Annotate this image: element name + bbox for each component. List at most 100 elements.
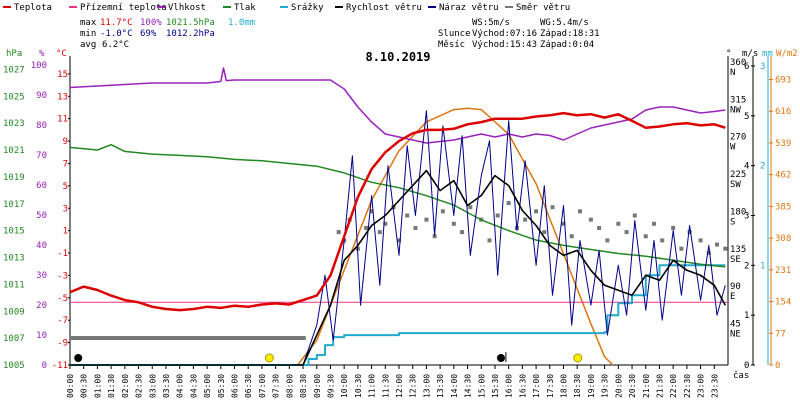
time-tick-label: 22:00 — [669, 374, 678, 398]
pct-tick-label: 90 — [36, 91, 47, 101]
dir-tick-degree: 315 — [730, 95, 746, 105]
stats-max-press: 1021.5hPa — [166, 18, 215, 28]
stats-min-temp: -1.0°C — [100, 29, 133, 39]
pct-tick-label: 40 — [36, 241, 47, 251]
hpa-tick-label: 1027 — [3, 65, 25, 75]
time-tick-label: 15:00 — [477, 374, 486, 398]
time-tick-label: 17:00 — [532, 374, 541, 398]
ms-tick-label: 0 — [744, 361, 749, 371]
wind-dir-point-29 — [577, 209, 582, 214]
degc-axis-title: °C — [56, 49, 67, 59]
stats-min-press: 1012.2hPa — [166, 29, 215, 39]
sun-set: Západ:18:31 — [540, 29, 600, 39]
dir-tick-compass: W — [730, 143, 736, 153]
wind-dir-point-15 — [451, 221, 456, 226]
mm-tick-label: 3 — [760, 62, 765, 72]
wind-dir-point-5 — [369, 209, 374, 214]
time-tick-label: 00:30 — [80, 374, 89, 398]
dir-tick-compass: SE — [730, 255, 741, 265]
pct-tick-label: 30 — [36, 271, 47, 281]
series-line-4 — [70, 264, 726, 366]
wind-dir-point-23 — [523, 217, 528, 222]
dir-tick-degree: 360 — [730, 58, 746, 68]
time-tick-label: 06:00 — [231, 374, 240, 398]
dir-tick-degree: 45 — [730, 320, 741, 330]
series-line-8 — [297, 107, 614, 366]
legend-label-4: Srážky — [291, 3, 324, 13]
time-tick-label: 21:00 — [642, 374, 651, 398]
degc-tick-label: -3 — [57, 271, 68, 281]
wind-speed-info: WS:5m/s — [472, 18, 510, 28]
time-tick-label: 22:30 — [683, 374, 692, 398]
dir-tick-compass: NW — [730, 105, 741, 115]
wind-dir-point-36 — [643, 234, 648, 239]
stats-max-rain: 1.0mm — [228, 18, 255, 28]
legend-label-7: Směr větru — [516, 3, 570, 13]
wind-dir-point-34 — [624, 230, 629, 235]
wm2-tick-label: 0 — [775, 361, 780, 371]
stats-avg-label: avg — [80, 40, 96, 50]
mm-axis-title: mm — [762, 49, 773, 59]
stats-block: max 11.7°C 100% 1021.5hPa 1.0mm min -1.0… — [80, 18, 255, 50]
time-tick-label: 09:30 — [326, 374, 335, 398]
time-tick-label: 10:00 — [340, 374, 349, 398]
wind-dir-point-9 — [397, 238, 401, 243]
dir-tick-degree: 180 — [730, 207, 746, 217]
time-tick-label: 10:30 — [354, 374, 363, 398]
stats-max-hum: 100% — [140, 18, 162, 28]
wind-dir-point-21 — [506, 201, 511, 206]
hpa-tick-label: 1013 — [3, 254, 25, 264]
hpa-tick-label: 1025 — [3, 92, 25, 102]
wind-dir-point-28 — [569, 234, 574, 239]
ms-tick-label: 1 — [744, 311, 749, 321]
time-tick-label: 02:30 — [135, 374, 144, 398]
dir-tick-degree: 90 — [730, 282, 741, 292]
dir-tick-degree: 270 — [730, 133, 746, 143]
time-axis-title: čas — [733, 370, 749, 381]
time-tick-label: 00:00 — [66, 374, 75, 398]
moon-label: Měsíc — [438, 40, 465, 50]
wind-dir-point-27 — [561, 221, 566, 226]
wm2-tick-label: 462 — [775, 171, 791, 181]
wind-dir-point-33 — [616, 221, 621, 226]
stats-avg-temp: 6.2°C — [102, 40, 129, 50]
ms-tick-label: 5 — [744, 112, 749, 122]
legend-label-3: Tlak — [234, 3, 256, 13]
moon-set: Západ:0:04 — [540, 40, 594, 50]
wind-dir-point-0 — [336, 230, 341, 235]
wind-dir-point-32 — [605, 238, 610, 243]
moonset-marker — [74, 354, 83, 362]
moon-rise: Východ:15:43 — [472, 40, 537, 50]
pct-tick-label: 100 — [31, 61, 47, 71]
wind-dir-point-7 — [383, 221, 388, 226]
time-tick-label: 21:30 — [655, 374, 664, 398]
legend-label-6: Náraz větru — [439, 3, 499, 13]
wind-dir-point-42 — [698, 238, 703, 243]
wind-dir-point-31 — [597, 225, 602, 230]
stats-min-label: min — [80, 29, 96, 39]
wm2-tick-label: 616 — [775, 107, 791, 117]
dir-tick-degree: 135 — [730, 245, 746, 255]
degc-tick-label: -7 — [57, 316, 68, 326]
wind-dir-point-24 — [534, 209, 539, 214]
pct-tick-label: 50 — [36, 211, 47, 221]
degc-tick-label: 15 — [57, 70, 68, 80]
time-tick-label: 04:30 — [189, 374, 198, 398]
stats-min-hum: 69% — [140, 29, 157, 39]
dir-tick-degree: 225 — [730, 170, 746, 180]
moonrise-marker — [496, 354, 505, 362]
axes-layer: 1027102510231021101910171015101310111009… — [3, 56, 791, 398]
plot-layer — [69, 67, 728, 366]
mm-tick-label: 2 — [760, 162, 765, 172]
time-tick-label: 18:30 — [573, 374, 582, 398]
wind-dir-point-19 — [487, 238, 492, 243]
time-tick-label: 05:00 — [203, 374, 212, 398]
time-tick-label: 04:00 — [176, 374, 185, 398]
info-block: WS:5m/s WG:5.4m/s Slunce Východ:07:16 Zá… — [438, 18, 600, 50]
time-tick-label: 20:00 — [614, 374, 623, 398]
degc-tick-label: 13 — [57, 92, 68, 102]
wm2-tick-label: 308 — [775, 234, 791, 244]
wind-dir-point-40 — [679, 246, 684, 251]
sunset-marker — [573, 353, 583, 363]
legend-label-0: Teplota — [14, 3, 52, 13]
